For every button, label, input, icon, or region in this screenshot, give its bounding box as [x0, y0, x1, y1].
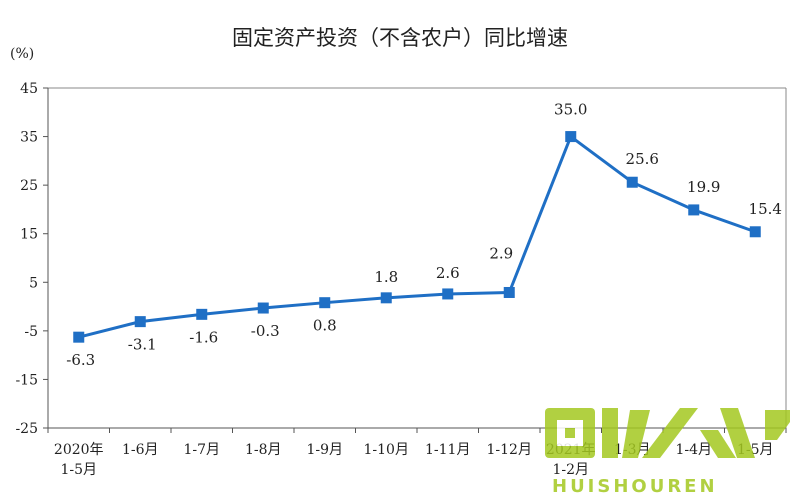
data-point — [319, 297, 331, 309]
data-label: 25.6 — [626, 150, 659, 168]
y-tick-label: 35 — [20, 130, 38, 146]
data-label: 2.9 — [489, 244, 513, 262]
x-tick-label: 1-11月 — [425, 442, 470, 458]
data-point — [380, 292, 392, 304]
data-label: 35.0 — [554, 101, 587, 119]
data-label: -1.6 — [189, 328, 218, 346]
y-tick-label: 25 — [20, 178, 38, 194]
data-label: 1.8 — [374, 268, 398, 286]
x-tick-label: 1-12月 — [487, 442, 532, 458]
data-point — [749, 226, 761, 238]
data-label: -3.1 — [128, 336, 157, 354]
data-point — [688, 204, 700, 216]
data-point — [442, 288, 454, 300]
data-label: 0.8 — [313, 317, 337, 335]
axes — [47, 87, 787, 429]
y-tick-label: -15 — [15, 372, 38, 388]
y-tick-label: -25 — [15, 421, 38, 437]
y-tick-label: 5 — [29, 275, 38, 291]
data-point — [503, 286, 515, 298]
y-axis-unit-label: (%) — [10, 46, 34, 62]
data-point — [565, 131, 577, 143]
x-tick-label: 1-7月 — [183, 442, 220, 458]
y-ticks: -25 -15 -5 5 15 25 35 45 — [15, 81, 48, 437]
data-point — [73, 331, 85, 343]
x-tick-label: 1-4月 — [675, 442, 712, 458]
x-tick-label: 1-8月 — [245, 442, 282, 458]
chart-title: 固定资产投资（不含农户）同比增速 — [232, 26, 568, 50]
data-label: 15.4 — [749, 200, 782, 218]
x-tick-label: 1-9月 — [306, 442, 343, 458]
y-tick-label: 15 — [20, 227, 38, 243]
data-point — [257, 302, 269, 314]
svg-text:HUISHOUREN: HUISHOUREN — [552, 476, 718, 497]
data-point — [196, 308, 208, 320]
y-tick-label: -5 — [24, 324, 38, 340]
series-line — [78, 135, 756, 339]
x-tick-label: 2020年 1-5月 — [54, 442, 104, 478]
data-label: 2.6 — [436, 264, 460, 282]
data-label: 19.9 — [687, 178, 720, 196]
data-label: -6.3 — [66, 351, 95, 369]
y-tick-label: 45 — [20, 81, 38, 97]
x-tick-label: 1-10月 — [364, 442, 409, 458]
watermark-logo: HUISHOUREN — [545, 408, 790, 497]
x-tick-label: 1-6月 — [122, 442, 159, 458]
data-point — [626, 176, 638, 188]
data-label: -0.3 — [251, 322, 280, 340]
data-point — [134, 316, 146, 328]
series: -6.3 -3.1 -1.6 -0.3 0.8 1.8 2.6 2.9 35.0 25.6 19.9… — [66, 101, 782, 370]
